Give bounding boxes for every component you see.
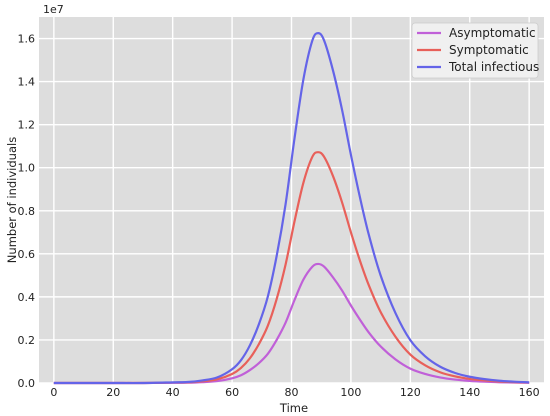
y-tick-label: 0.6 — [18, 248, 36, 261]
y-tick-label: 0.2 — [18, 334, 36, 347]
y-tick-label: 1.4 — [18, 76, 36, 89]
y-tick-label: 0.0 — [18, 377, 36, 390]
x-tick-label: 140 — [459, 386, 480, 399]
series-line-total-infectious — [53, 32, 530, 385]
x-tick-label: 160 — [519, 386, 540, 399]
y-tick-label: 1.6 — [18, 33, 36, 46]
x-tick-label: 100 — [340, 386, 361, 399]
x-tick-label: 40 — [166, 386, 180, 399]
y-offset-label: 1e7 — [43, 3, 64, 16]
legend: Asymptomatic Symptomatic Total infectious — [411, 22, 539, 79]
legend-label-symptomatic: Symptomatic — [449, 43, 529, 57]
y-axis-label: Number of individuals — [5, 137, 19, 263]
x-tick-label: 0 — [50, 386, 57, 399]
y-tick-label: 1.0 — [18, 162, 36, 175]
y-tick-label: 0.8 — [18, 205, 36, 218]
x-tick-label: 60 — [225, 386, 239, 399]
y-tick-label: 1.2 — [18, 119, 36, 132]
x-tick-label: 20 — [106, 386, 120, 399]
y-tick-label: 0.4 — [18, 291, 36, 304]
x-axis: 0 20 40 60 80 100 120 140 160 — [50, 386, 539, 399]
x-tick-label: 120 — [400, 386, 421, 399]
legend-label-total-infectious: Total infectious — [448, 60, 539, 74]
legend-label-asymptomatic: Asymptomatic — [449, 26, 536, 40]
y-axis: 0.0 0.2 0.4 0.6 0.8 1.0 1.2 1.4 1.6 — [18, 33, 36, 390]
x-tick-label: 80 — [285, 386, 299, 399]
legend-box — [411, 22, 539, 79]
series-lines — [53, 32, 530, 385]
x-axis-label: Time — [279, 401, 308, 415]
